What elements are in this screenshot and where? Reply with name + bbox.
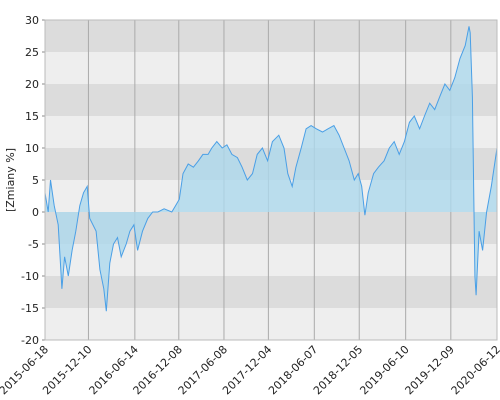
y-tick-label: 0 xyxy=(32,206,39,219)
y-tick-label: -5 xyxy=(28,238,39,251)
background-band xyxy=(45,84,497,116)
y-tick-label: 30 xyxy=(25,14,39,27)
background-band xyxy=(45,20,497,52)
background-band xyxy=(45,308,497,340)
y-tick-label: 5 xyxy=(32,174,39,187)
line xyxy=(44,26,498,312)
plot-frame xyxy=(44,19,498,341)
y-tick-label: -15 xyxy=(21,302,39,315)
y-tick-label: -20 xyxy=(21,334,39,347)
background-band xyxy=(45,52,497,84)
area-fill xyxy=(45,26,497,312)
background-band xyxy=(45,276,497,308)
y-axis-label: [Zmiany %] xyxy=(4,148,17,212)
y-tick-label: 15 xyxy=(25,110,39,123)
y-tick-label: -10 xyxy=(21,270,39,283)
x-tick-label: 2020-06-12 xyxy=(449,343,500,397)
y-tick-label: 25 xyxy=(25,46,39,59)
y-tick-label: 20 xyxy=(25,78,39,91)
y-tick-label: 10 xyxy=(25,142,39,155)
